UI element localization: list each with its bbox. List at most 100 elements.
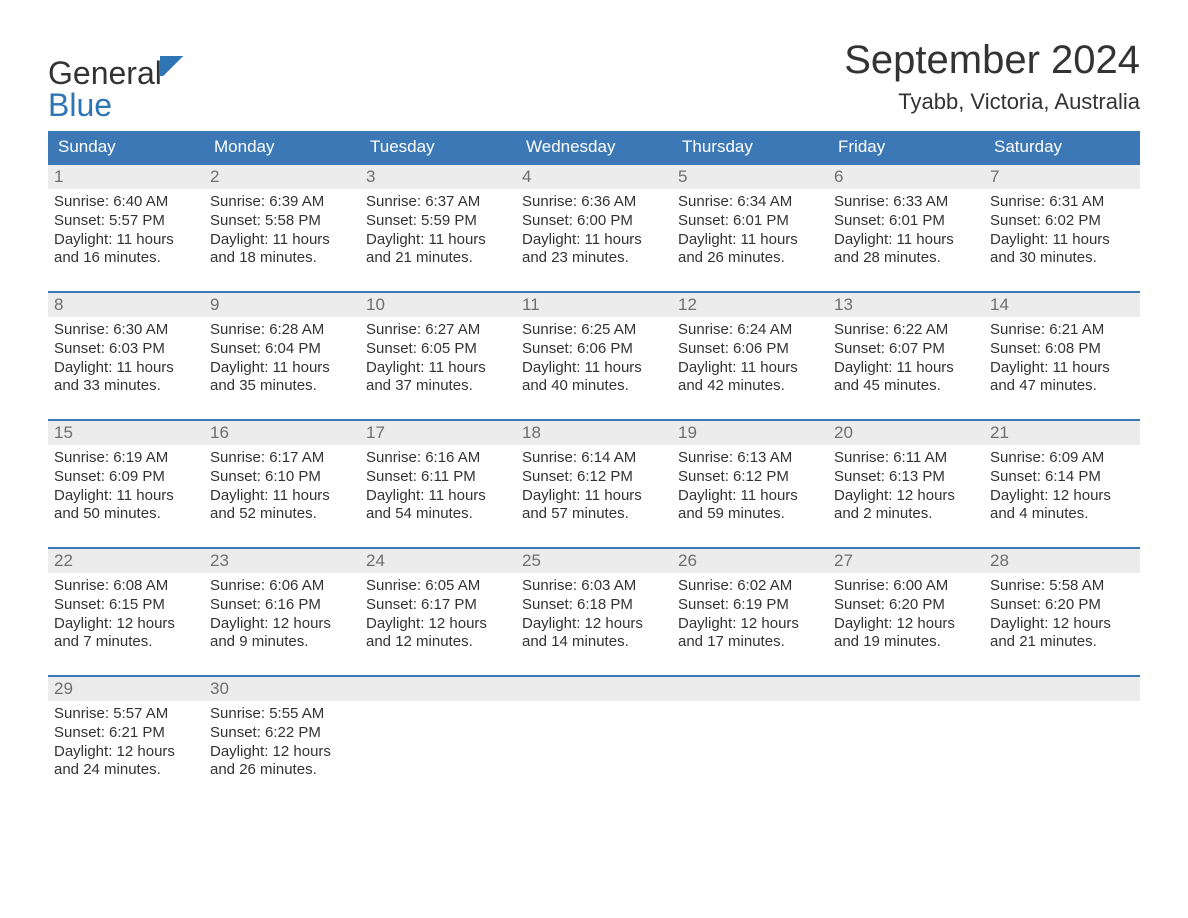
day-daylight2: and 26 minutes. (678, 249, 822, 268)
day-sunrise: Sunrise: 6:16 AM (366, 449, 510, 468)
day-sunrise: Sunrise: 6:17 AM (210, 449, 354, 468)
day-sunrise: Sunrise: 6:33 AM (834, 193, 978, 212)
day-daylight1: Daylight: 11 hours (678, 231, 822, 250)
day-body: Sunrise: 6:13 AMSunset: 6:12 PMDaylight:… (672, 445, 828, 534)
day-daylight1: Daylight: 11 hours (366, 487, 510, 506)
day-sunset: Sunset: 6:16 PM (210, 596, 354, 615)
day-header: Friday (828, 131, 984, 164)
calendar-day-cell: 1Sunrise: 6:40 AMSunset: 5:57 PMDaylight… (48, 164, 204, 292)
day-daylight2: and 40 minutes. (522, 377, 666, 396)
day-daylight2: and 47 minutes. (990, 377, 1134, 396)
day-sunrise: Sunrise: 5:58 AM (990, 577, 1134, 596)
calendar-day-cell: 5Sunrise: 6:34 AMSunset: 6:01 PMDaylight… (672, 164, 828, 292)
day-number: 14 (984, 293, 1140, 317)
day-sunset: Sunset: 6:12 PM (678, 468, 822, 487)
calendar-day-cell: 23Sunrise: 6:06 AMSunset: 6:16 PMDayligh… (204, 548, 360, 676)
day-number: 15 (48, 421, 204, 445)
day-daylight2: and 23 minutes. (522, 249, 666, 268)
day-daylight2: and 14 minutes. (522, 633, 666, 652)
day-body: Sunrise: 6:03 AMSunset: 6:18 PMDaylight:… (516, 573, 672, 662)
day-number: 26 (672, 549, 828, 573)
day-daylight2: and 59 minutes. (678, 505, 822, 524)
day-daylight2: and 50 minutes. (54, 505, 198, 524)
calendar-day-cell: 15Sunrise: 6:19 AMSunset: 6:09 PMDayligh… (48, 420, 204, 548)
day-header: Thursday (672, 131, 828, 164)
day-body: Sunrise: 6:17 AMSunset: 6:10 PMDaylight:… (204, 445, 360, 534)
day-body: Sunrise: 6:06 AMSunset: 6:16 PMDaylight:… (204, 573, 360, 662)
day-body: Sunrise: 6:00 AMSunset: 6:20 PMDaylight:… (828, 573, 984, 662)
day-number: 1 (48, 165, 204, 189)
day-sunrise: Sunrise: 6:30 AM (54, 321, 198, 340)
day-body: Sunrise: 6:25 AMSunset: 6:06 PMDaylight:… (516, 317, 672, 406)
day-daylight1: Daylight: 11 hours (366, 359, 510, 378)
day-number: 21 (984, 421, 1140, 445)
day-sunrise: Sunrise: 6:05 AM (366, 577, 510, 596)
calendar-day-cell: 14Sunrise: 6:21 AMSunset: 6:08 PMDayligh… (984, 292, 1140, 420)
day-daylight1: Daylight: 11 hours (834, 231, 978, 250)
calendar-day-cell: 20Sunrise: 6:11 AMSunset: 6:13 PMDayligh… (828, 420, 984, 548)
calendar-day-cell: 4Sunrise: 6:36 AMSunset: 6:00 PMDaylight… (516, 164, 672, 292)
day-body: Sunrise: 6:31 AMSunset: 6:02 PMDaylight:… (984, 189, 1140, 278)
calendar-day-cell: 7Sunrise: 6:31 AMSunset: 6:02 PMDaylight… (984, 164, 1140, 292)
day-number: 19 (672, 421, 828, 445)
day-daylight2: and 12 minutes. (366, 633, 510, 652)
day-number: 22 (48, 549, 204, 573)
day-daylight1: Daylight: 11 hours (834, 359, 978, 378)
day-number: 20 (828, 421, 984, 445)
calendar-day-cell: 3Sunrise: 6:37 AMSunset: 5:59 PMDaylight… (360, 164, 516, 292)
day-daylight2: and 54 minutes. (366, 505, 510, 524)
day-daylight1: Daylight: 11 hours (522, 231, 666, 250)
day-sunset: Sunset: 6:11 PM (366, 468, 510, 487)
day-sunset: Sunset: 5:57 PM (54, 212, 198, 231)
title-block: September 2024 Tyabb, Victoria, Australi… (844, 38, 1140, 115)
day-sunset: Sunset: 6:01 PM (678, 212, 822, 231)
day-daylight2: and 35 minutes. (210, 377, 354, 396)
day-daylight2: and 45 minutes. (834, 377, 978, 396)
day-daylight2: and 16 minutes. (54, 249, 198, 268)
day-daylight2: and 9 minutes. (210, 633, 354, 652)
calendar-day-cell: 25Sunrise: 6:03 AMSunset: 6:18 PMDayligh… (516, 548, 672, 676)
day-daylight1: Daylight: 12 hours (522, 615, 666, 634)
day-sunset: Sunset: 6:04 PM (210, 340, 354, 359)
day-daylight1: Daylight: 11 hours (54, 487, 198, 506)
day-sunrise: Sunrise: 6:00 AM (834, 577, 978, 596)
calendar-week-row: 29Sunrise: 5:57 AMSunset: 6:21 PMDayligh… (48, 676, 1140, 804)
day-sunrise: Sunrise: 5:57 AM (54, 705, 198, 724)
calendar-day-cell: 8Sunrise: 6:30 AMSunset: 6:03 PMDaylight… (48, 292, 204, 420)
day-body: Sunrise: 5:55 AMSunset: 6:22 PMDaylight:… (204, 701, 360, 790)
day-sunset: Sunset: 6:14 PM (990, 468, 1134, 487)
calendar-day-cell: 27Sunrise: 6:00 AMSunset: 6:20 PMDayligh… (828, 548, 984, 676)
day-daylight1: Daylight: 11 hours (990, 359, 1134, 378)
day-daylight2: and 42 minutes. (678, 377, 822, 396)
day-sunrise: Sunrise: 6:19 AM (54, 449, 198, 468)
day-body: Sunrise: 6:33 AMSunset: 6:01 PMDaylight:… (828, 189, 984, 278)
day-daylight2: and 33 minutes. (54, 377, 198, 396)
day-sunset: Sunset: 6:03 PM (54, 340, 198, 359)
day-sunset: Sunset: 6:05 PM (366, 340, 510, 359)
calendar-week-row: 1Sunrise: 6:40 AMSunset: 5:57 PMDaylight… (48, 164, 1140, 292)
day-sunset: Sunset: 6:06 PM (522, 340, 666, 359)
day-body: Sunrise: 6:27 AMSunset: 6:05 PMDaylight:… (360, 317, 516, 406)
calendar-day-cell: 10Sunrise: 6:27 AMSunset: 6:05 PMDayligh… (360, 292, 516, 420)
day-body: Sunrise: 6:08 AMSunset: 6:15 PMDaylight:… (48, 573, 204, 662)
day-number: 2 (204, 165, 360, 189)
day-daylight2: and 30 minutes. (990, 249, 1134, 268)
day-sunset: Sunset: 6:15 PM (54, 596, 198, 615)
day-daylight2: and 24 minutes. (54, 761, 198, 780)
day-daylight1: Daylight: 12 hours (834, 615, 978, 634)
location-subtitle: Tyabb, Victoria, Australia (844, 89, 1140, 115)
day-body: Sunrise: 6:09 AMSunset: 6:14 PMDaylight:… (984, 445, 1140, 534)
day-body: Sunrise: 5:58 AMSunset: 6:20 PMDaylight:… (984, 573, 1140, 662)
day-sunset: Sunset: 6:00 PM (522, 212, 666, 231)
day-body: Sunrise: 6:36 AMSunset: 6:00 PMDaylight:… (516, 189, 672, 278)
day-sunset: Sunset: 6:02 PM (990, 212, 1134, 231)
day-daylight2: and 2 minutes. (834, 505, 978, 524)
day-sunrise: Sunrise: 6:28 AM (210, 321, 354, 340)
day-number: 5 (672, 165, 828, 189)
day-daylight2: and 17 minutes. (678, 633, 822, 652)
day-daylight1: Daylight: 11 hours (678, 487, 822, 506)
calendar-day-cell (516, 676, 672, 804)
day-body: Sunrise: 6:14 AMSunset: 6:12 PMDaylight:… (516, 445, 672, 534)
day-number-empty (828, 677, 984, 701)
day-number-empty (984, 677, 1140, 701)
